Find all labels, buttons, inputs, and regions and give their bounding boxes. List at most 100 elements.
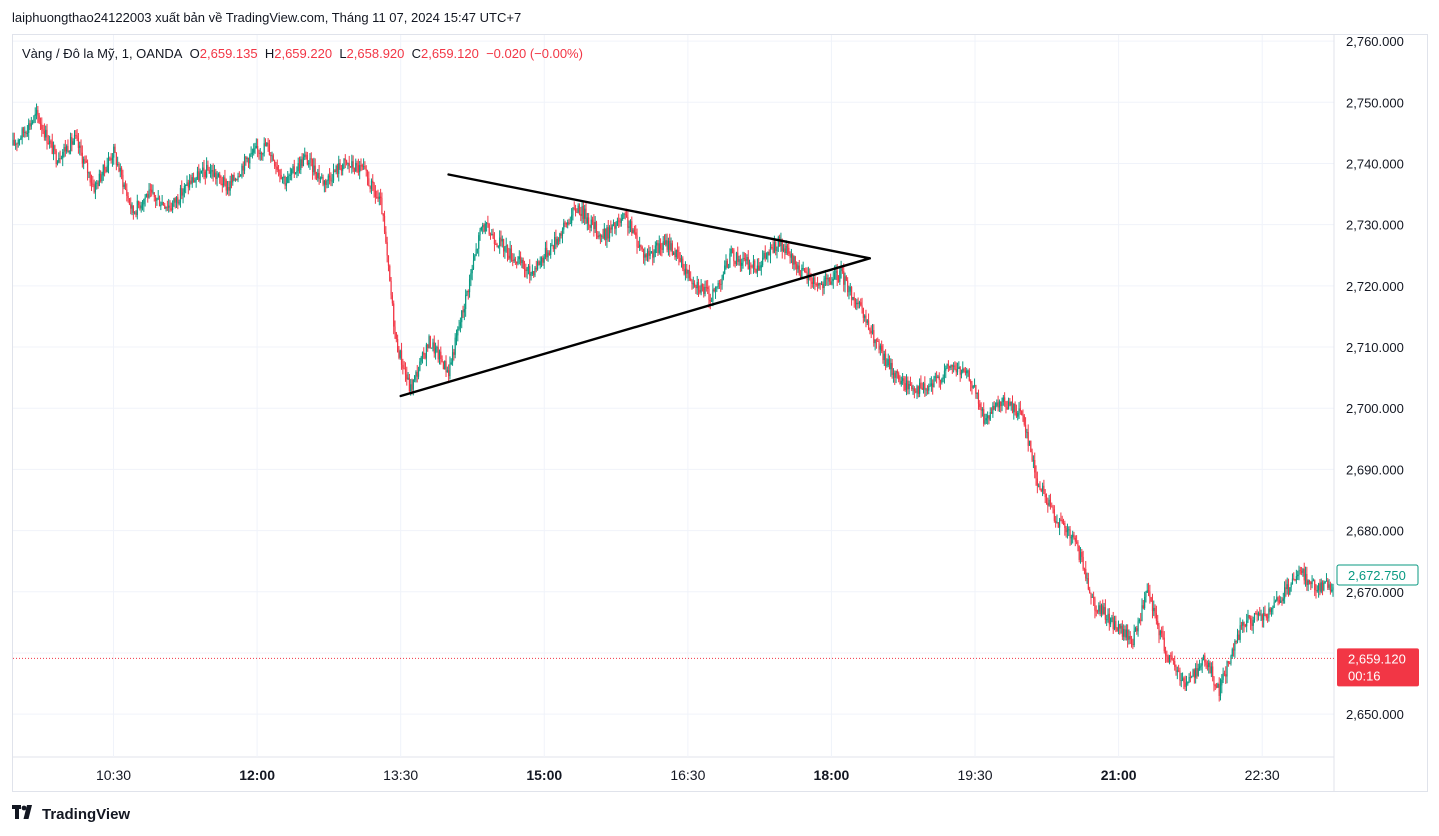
candle-body [641, 247, 643, 249]
candle-body [438, 351, 441, 360]
candle-body [990, 412, 993, 414]
candle-body [1069, 529, 1071, 539]
y-tick-label: 2,700.000 [1346, 401, 1404, 416]
candle-body [1090, 593, 1092, 598]
candle-body [195, 178, 197, 181]
candle-body [1119, 624, 1121, 629]
candle-body [283, 176, 285, 178]
candle-body [1260, 614, 1262, 616]
candle-body [221, 183, 223, 186]
candle-body [998, 401, 1001, 408]
candle-body [722, 274, 724, 279]
candle-body [555, 237, 557, 245]
legend-symbol[interactable]: Vàng / Đô la Mỹ, 1, OANDA [22, 46, 183, 61]
candle-body [484, 223, 486, 232]
candle-body [678, 252, 680, 258]
candle-body [433, 342, 435, 354]
candle-body [709, 299, 711, 302]
candle-body [1162, 633, 1164, 638]
candle-body [618, 220, 620, 222]
candle-body [871, 330, 874, 334]
candle-body [818, 283, 820, 286]
candle-body [83, 159, 85, 164]
candle-body [877, 341, 879, 342]
candle-body [864, 315, 866, 318]
candle-body [465, 294, 467, 309]
candle-body [1179, 670, 1181, 681]
candle-body [321, 177, 323, 178]
candle-body [147, 193, 149, 198]
candle-body [1243, 622, 1245, 625]
candle-body [937, 376, 939, 378]
tradingview-logo[interactable]: TradingView [12, 805, 130, 824]
candle-body [844, 276, 846, 285]
candle-body [144, 197, 146, 199]
candle-body [404, 368, 407, 375]
legend-open-value: 2,659.135 [199, 46, 258, 61]
candle-body [962, 368, 964, 373]
candle-body [1078, 545, 1080, 560]
candle-body [972, 385, 974, 388]
candle-body [59, 158, 61, 159]
candle-body [1123, 629, 1125, 637]
candle-body [1129, 636, 1131, 640]
candle-body [86, 162, 89, 174]
candle-body [313, 165, 315, 173]
candle-body [916, 386, 918, 393]
candle-body [1150, 597, 1152, 602]
candle-body [1192, 669, 1194, 677]
candle-body [628, 226, 630, 228]
candle-body [535, 267, 537, 270]
candle-body [523, 268, 526, 270]
candle-body [780, 239, 782, 246]
candle-body [160, 205, 162, 207]
candle-body [584, 208, 586, 219]
candle-body [959, 367, 961, 375]
candle-body [616, 220, 619, 226]
candle-body [1318, 583, 1320, 591]
triangle-upper-line[interactable] [447, 173, 871, 260]
candle-body [858, 302, 861, 304]
candle-body [687, 269, 689, 274]
candle-body [585, 208, 587, 224]
candle-body [1282, 598, 1284, 602]
candle-body [1213, 676, 1215, 686]
triangle-lower-line[interactable] [399, 257, 871, 398]
candle-body [296, 171, 298, 173]
candle-body [208, 170, 210, 174]
candle-body [1171, 656, 1173, 661]
candle-body [614, 222, 616, 229]
candle-body [514, 258, 516, 262]
candle-body [271, 155, 273, 157]
candle-body [1269, 608, 1271, 612]
candle-body [1053, 509, 1055, 521]
candle-body [903, 378, 905, 384]
candle-body [784, 248, 786, 254]
candle-body [500, 237, 502, 242]
candle-body [896, 370, 898, 374]
candle-body [1325, 580, 1328, 582]
candle-body [661, 248, 663, 250]
candle-body [1168, 655, 1171, 663]
candle-body [284, 176, 286, 186]
candle-body [788, 247, 790, 254]
candle-body [943, 370, 946, 377]
candle-body [538, 261, 540, 266]
candle-body [989, 412, 991, 420]
candle-body [546, 247, 548, 258]
candle-body [690, 278, 692, 281]
candle-body [597, 235, 599, 238]
candle-body [334, 170, 336, 172]
candle-body [607, 227, 609, 239]
candle-body [828, 278, 830, 282]
candle-body [1240, 625, 1243, 627]
candle-body [692, 283, 694, 285]
candle-body [165, 206, 167, 209]
candle-body [280, 174, 282, 180]
candle-body [1285, 587, 1287, 589]
candle-body [421, 352, 424, 358]
candle-body [1002, 397, 1004, 403]
candle-body [353, 168, 356, 172]
candle-body [657, 242, 659, 253]
